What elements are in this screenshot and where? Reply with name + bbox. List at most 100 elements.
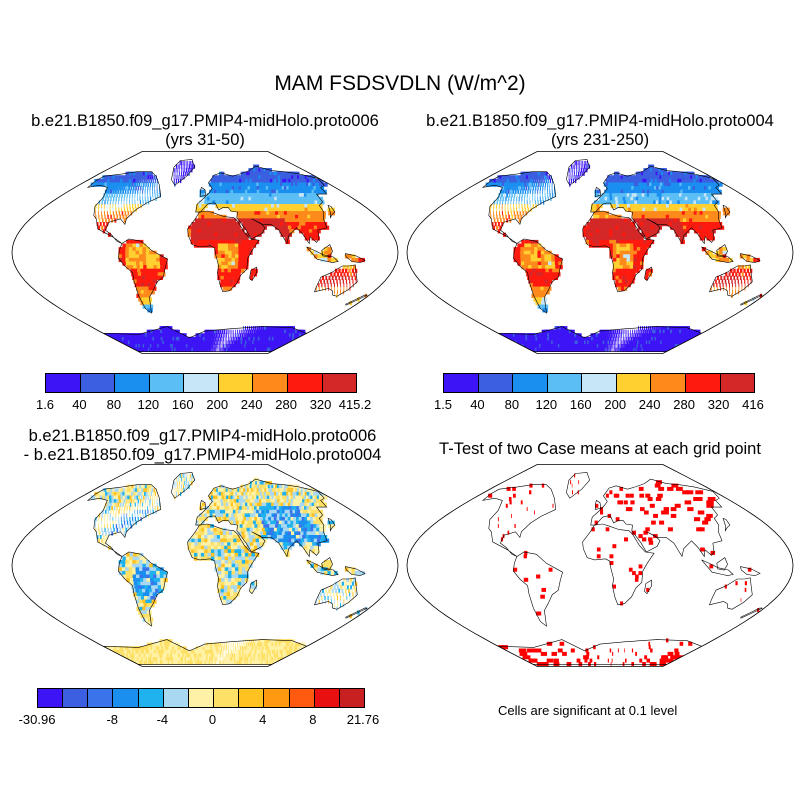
map-grid-cell — [493, 200, 496, 205]
map-grid-cell — [210, 211, 214, 216]
map-grid-cell — [163, 261, 168, 266]
map-grid-cell — [499, 182, 503, 187]
map-grid-cell — [746, 254, 751, 259]
map-grid-cell — [150, 265, 155, 270]
map-grid-cell — [238, 257, 243, 263]
map-grid-cell — [129, 239, 134, 245]
map-grid-cell — [671, 329, 676, 334]
map-grid-cell — [142, 499, 144, 504]
map-grid-cell — [743, 268, 746, 273]
map-grid-cell — [184, 171, 186, 176]
map-grid-cell — [679, 236, 685, 241]
map-grid-cell — [201, 207, 205, 212]
map-grid-cell — [612, 344, 614, 349]
map-grid-cell — [260, 200, 266, 205]
map-grid-cell — [220, 268, 225, 273]
map-grid-cell — [173, 168, 175, 173]
map-grid-cell — [208, 333, 211, 338]
map-grid-cell — [609, 344, 611, 349]
map-grid-cell — [144, 272, 150, 277]
colorbar-tick-label: 415.2 — [338, 397, 372, 412]
map-grid-cell — [622, 232, 627, 237]
map-grid-cell — [271, 329, 275, 334]
map-grid-cell — [248, 247, 253, 252]
map-grid-cell — [605, 333, 607, 338]
map-grid-cell — [139, 293, 145, 298]
map-grid-cell — [122, 243, 127, 248]
map-grid-cell — [217, 236, 222, 241]
map-grid-cell — [248, 196, 254, 201]
map-grid-cell — [129, 171, 133, 176]
map-grid-cell — [596, 207, 600, 212]
map-grid-cell — [181, 484, 182, 489]
map-grid-cell — [611, 336, 613, 342]
map-grid-cell — [207, 214, 212, 219]
map-grid-cell — [232, 344, 234, 349]
map-grid-cell — [530, 186, 532, 191]
map-grid-cell — [616, 189, 620, 194]
map-grid-cell — [224, 243, 229, 248]
map-grid-cell — [353, 265, 356, 270]
map-grid-cell — [217, 257, 222, 263]
map-grid-cell — [147, 506, 148, 511]
map-grid-cell — [95, 207, 96, 212]
map-grid-cell — [221, 254, 226, 259]
map-grid-cell — [232, 222, 237, 227]
map-grid-cell — [217, 254, 222, 259]
map-grid-cell — [331, 275, 334, 280]
map-grid-cell — [699, 236, 705, 241]
map-grid-cell — [592, 232, 597, 237]
map-grid-cell — [628, 344, 631, 349]
map-grid-cell — [141, 297, 147, 302]
map-grid-cell — [139, 178, 142, 184]
map-grid-cell — [194, 229, 199, 234]
map-grid-cell — [711, 225, 718, 230]
map-grid-cell — [145, 254, 150, 259]
map-grid-cell — [149, 189, 151, 194]
coastline-antarctica — [498, 326, 703, 352]
map-grid-cell — [133, 279, 139, 284]
map-grid-cell — [139, 193, 141, 198]
map-grid-cell — [326, 279, 329, 284]
map-grid-cell — [104, 211, 105, 216]
map-grid-cell — [160, 268, 165, 273]
map-grid-cell — [630, 250, 634, 255]
map-grid-cell — [115, 495, 119, 500]
map-grid-cell — [248, 333, 251, 338]
map-grid-cell — [746, 275, 748, 280]
map-grid-cell — [637, 225, 643, 230]
map-grid-cell — [504, 207, 506, 212]
map-grid-cell — [668, 222, 674, 227]
map-grid-cell — [236, 506, 242, 511]
map-grid-cell — [615, 283, 619, 288]
map-grid-cell — [643, 336, 646, 342]
map-grid-cell — [218, 204, 223, 209]
colorbar-tick-label: 80 — [106, 397, 122, 412]
map-grid-cell — [528, 265, 533, 270]
map-grid-cell — [118, 488, 123, 493]
map-grid-cell — [616, 175, 621, 180]
map-grid-cell — [655, 333, 658, 338]
map-grid-cell — [318, 283, 320, 288]
map-grid-cell — [219, 488, 224, 493]
map-grid-cell — [617, 178, 622, 184]
map-grid-cell — [216, 336, 218, 342]
map-grid-cell — [304, 214, 311, 219]
map-grid-cell — [227, 186, 232, 191]
colorbar-swatch — [547, 374, 583, 392]
map-grid-cell — [549, 272, 554, 277]
map-grid-cell — [719, 250, 724, 255]
map-grid-cell — [233, 329, 234, 334]
map-grid-cell — [153, 175, 155, 180]
map-grid-cell — [114, 502, 117, 507]
map-grid-cell — [636, 239, 641, 245]
map-grid-cell — [240, 189, 245, 194]
map-grid-cell — [104, 509, 107, 514]
map-grid-cell — [125, 171, 130, 176]
map-grid-cell — [611, 218, 616, 223]
map-grid-cell — [199, 506, 203, 511]
colorbar-tick-label: 160 — [569, 397, 592, 412]
map-grid-cell — [220, 491, 225, 497]
map-grid-cell — [652, 329, 655, 334]
map-grid-cell — [631, 344, 634, 349]
